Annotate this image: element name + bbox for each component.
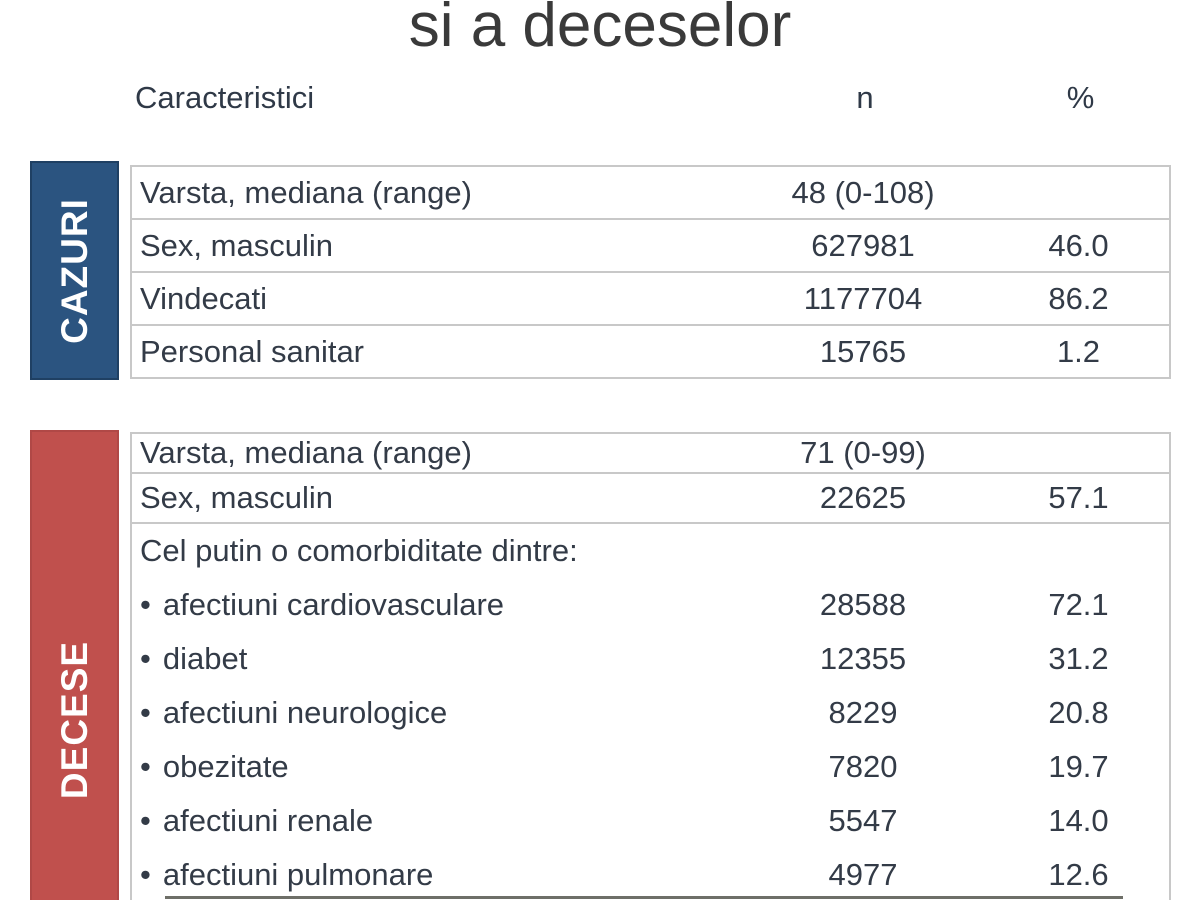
row-label: • afectiuni renale (132, 803, 738, 839)
table-row: Personal sanitar 15765 1.2 (132, 326, 1169, 379)
row-n-value: 8229 (828, 695, 898, 730)
row-n-value: 15765 (819, 333, 907, 369)
table-row: Sex, masculin 627981 46.0 (132, 220, 1169, 273)
row-n-value: 22625 (819, 480, 907, 515)
cazuri-section-label: CAZURI (53, 197, 95, 344)
comorbidity-row: • afectiuni renale 5547 14.0 (132, 794, 1169, 848)
row-label: Varsta, mediana (range) (140, 435, 472, 470)
row-label: • afectiuni cardiovasculare (132, 587, 738, 623)
row-percent-value: 31.2 (1048, 641, 1109, 676)
comorbidity-row: • afectiuni pulmonare 4977 12.6 (132, 848, 1169, 900)
decese-table: Varsta, mediana (range) 71 (0-99) Sex, m… (130, 432, 1171, 900)
row-percent-value: 72.1 (1048, 587, 1109, 622)
table-row: Sex, masculin 22625 57.1 (132, 474, 1169, 524)
cazuri-section-band: CAZURI (30, 161, 119, 380)
row-percent-value: 46.0 (1048, 227, 1109, 263)
row-n-value: 5547 (828, 803, 898, 838)
row-label: Varsta, mediana (range) (140, 174, 472, 210)
row-n-value: 627981 (811, 227, 915, 263)
row-percent-value: 19.7 (1048, 749, 1109, 784)
row-n-value: 4977 (828, 857, 898, 892)
row-percent-value: 20.8 (1048, 695, 1109, 730)
next-section-divider (165, 896, 1123, 899)
row-label: Personal sanitar (140, 333, 365, 369)
bullet-icon: • (140, 803, 151, 838)
comorbidity-header-line: Cel putin o comorbiditate dintre: (132, 524, 1169, 578)
row-percent-value: 86.2 (1048, 280, 1109, 316)
comorbidity-label: obezitate (162, 749, 289, 784)
row-n-value: 48 (0-108) (791, 174, 935, 210)
table-row: Varsta, mediana (range) 48 (0-108) (132, 167, 1169, 220)
bullet-icon: • (140, 587, 151, 622)
comorbidity-label: diabet (162, 641, 248, 676)
row-label: • diabet (132, 641, 738, 677)
comorbidity-row: • obezitate 7820 19.7 (132, 740, 1169, 794)
comorbidity-row: • afectiuni cardiovasculare 28588 72.1 (132, 578, 1169, 632)
comorbidity-label: afectiuni neurologice (162, 695, 448, 730)
row-percent-value: 1.2 (1056, 333, 1101, 369)
table-row: Varsta, mediana (range) 71 (0-99) (132, 434, 1169, 474)
decese-section-label: DECESE (53, 640, 95, 800)
row-percent-value: 14.0 (1048, 803, 1109, 838)
comorbidity-row: • diabet 12355 31.2 (132, 632, 1169, 686)
decese-section-band: DECESE (30, 430, 119, 900)
row-n-value: 71 (0-99) (800, 435, 926, 470)
bullet-icon: • (140, 749, 151, 784)
row-n-value: 7820 (828, 749, 898, 784)
row-label: Sex, masculin (140, 480, 333, 515)
comorbidity-label: afectiuni pulmonare (162, 857, 434, 892)
row-label: Vindecati (140, 280, 267, 316)
row-label: • afectiuni pulmonare (132, 857, 738, 893)
comorbidity-label: afectiuni renale (162, 803, 374, 838)
row-label: • obezitate (132, 749, 738, 785)
row-n-value: 28588 (819, 587, 907, 622)
row-n-value: 1177704 (803, 280, 923, 316)
row-percent-value: 57.1 (1048, 480, 1109, 515)
row-label: • afectiuni neurologice (132, 695, 738, 731)
comorbidity-cell: Cel putin o comorbiditate dintre: • afect… (132, 524, 1169, 900)
bullet-icon: • (140, 641, 151, 676)
comorbidity-header: Cel putin o comorbiditate dintre: (140, 533, 578, 568)
slide-title: si a deceselor (408, 0, 792, 60)
column-header-n: n (856, 80, 874, 115)
column-header-caracteristici: Caracteristici (135, 80, 315, 115)
comorbidity-label: afectiuni cardiovasculare (162, 587, 505, 622)
column-header-percent: % (1066, 80, 1095, 115)
row-n-value: 12355 (819, 641, 907, 676)
row-percent-value: 12.6 (1048, 857, 1109, 892)
bullet-icon: • (140, 695, 151, 730)
cazuri-table: Varsta, mediana (range) 48 (0-108) Sex, … (130, 165, 1171, 379)
comorbidity-row: • afectiuni neurologice 8229 20.8 (132, 686, 1169, 740)
row-label: Sex, masculin (140, 227, 333, 263)
bullet-icon: • (140, 857, 151, 892)
table-row: Vindecati 1177704 86.2 (132, 273, 1169, 326)
